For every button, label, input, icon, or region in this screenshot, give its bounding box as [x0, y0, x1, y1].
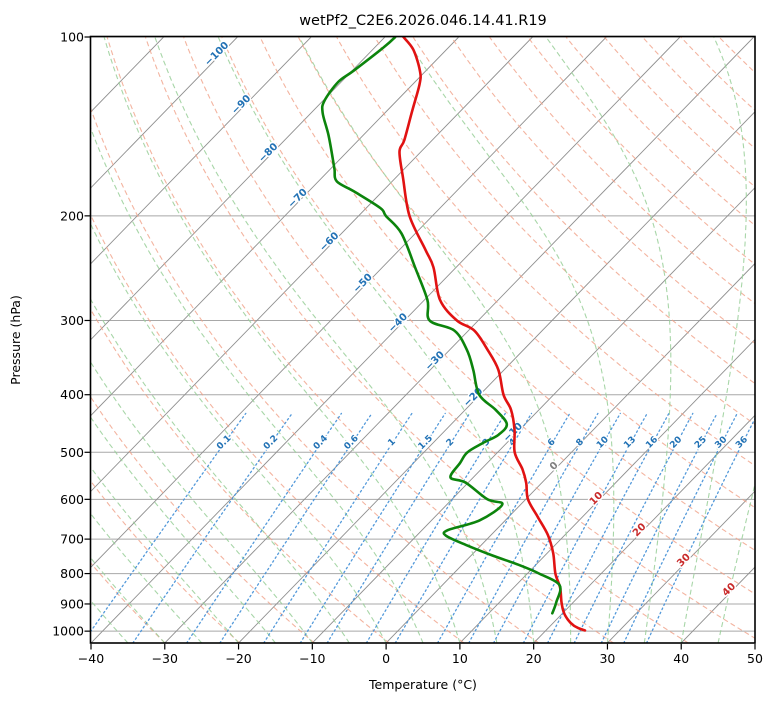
x-tick-label: 40 — [673, 651, 689, 666]
plot-border — [89, 35, 756, 644]
temperature-curve — [398, 37, 587, 632]
y-tick-label: 100 — [60, 30, 84, 45]
x-tick-label: 50 — [747, 651, 763, 666]
x-axis-label: Temperature (°C) — [368, 677, 477, 692]
y-tick-label: 600 — [60, 492, 84, 507]
x-tick-label: 10 — [452, 651, 468, 666]
chart-title: wetPf2_C2E6.2026.046.14.41.R19 — [299, 13, 547, 29]
x-tick-label: −30 — [152, 651, 178, 666]
dry-adiabats-layer — [91, 37, 755, 643]
x-tick-label: −20 — [225, 651, 251, 666]
mixing-ratio-lines-layer — [91, 412, 755, 643]
y-tick-label: 900 — [60, 596, 84, 611]
x-tick-label: −10 — [299, 651, 325, 666]
y-tick-label: 400 — [60, 387, 84, 402]
y-tick-label: 300 — [60, 313, 84, 328]
moist-adiabats-layer — [91, 37, 755, 643]
x-tick-label: 20 — [526, 651, 542, 666]
y-axis-label: Pressure (hPa) — [8, 295, 23, 385]
y-tick-label: 200 — [60, 208, 84, 223]
dewpoint-curve — [320, 37, 562, 615]
x-tick-label: −40 — [78, 651, 104, 666]
y-tick-label: 800 — [60, 566, 84, 581]
axis-ticks-layer: −40 −30 −20 −10 0 10 20 30 40 50 100 200 300 400 500 60… — [52, 30, 763, 667]
x-tick-label: 30 — [599, 651, 615, 666]
y-tick-label: 1000 — [52, 624, 84, 639]
sounding-curves-layer — [320, 37, 587, 632]
x-tick-label: 0 — [382, 651, 390, 666]
y-tick-label: 500 — [60, 445, 84, 460]
y-tick-label: 700 — [60, 532, 84, 547]
isotherms-layer — [91, 37, 755, 643]
